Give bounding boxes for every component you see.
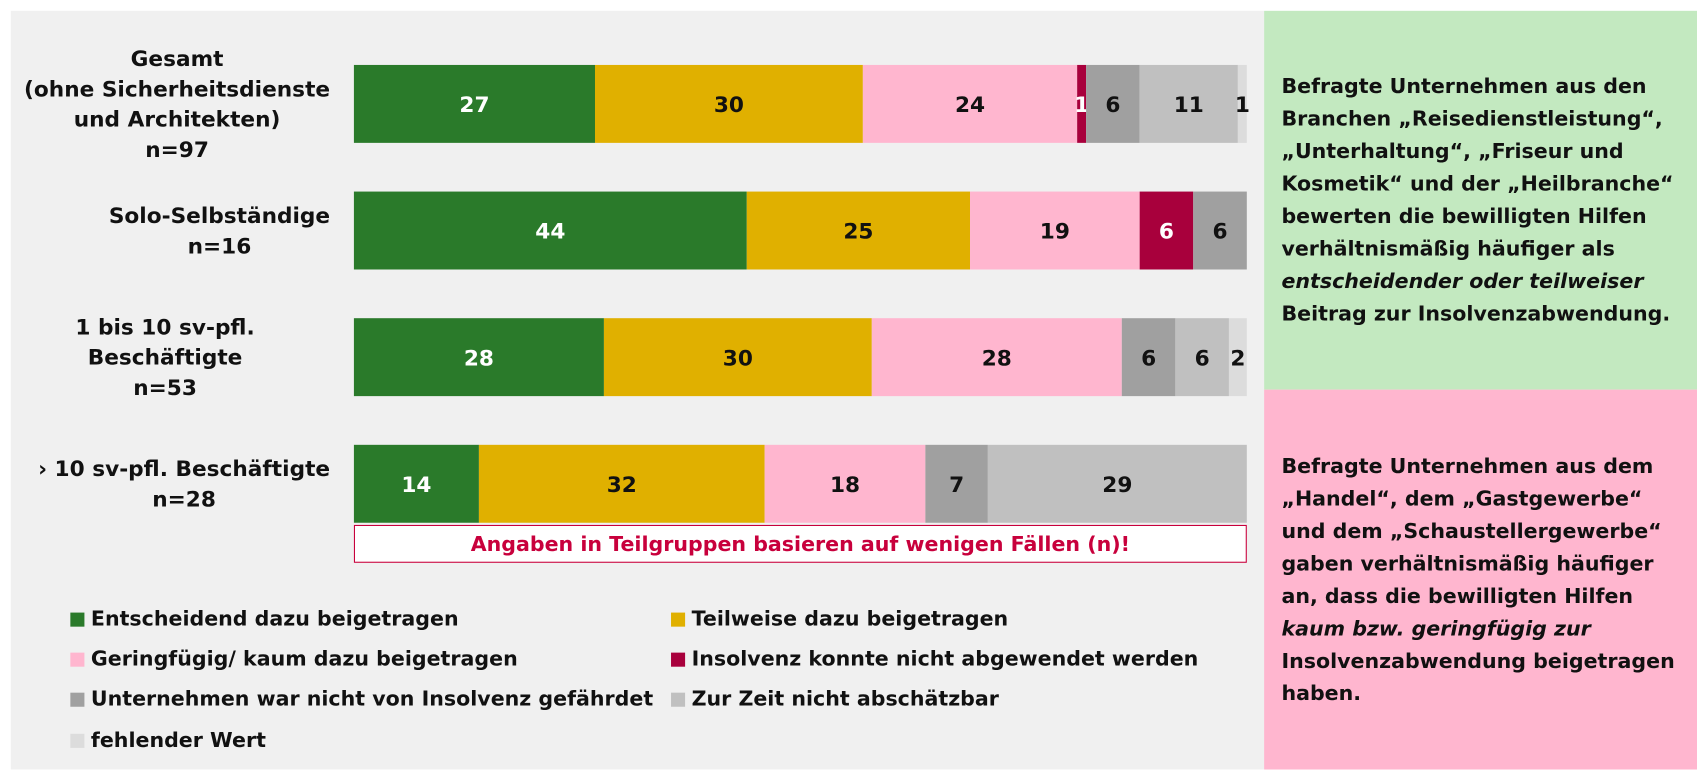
bar-segment	[478, 444, 765, 523]
legend-item: Teilweise dazu beigetragen	[671, 604, 1008, 634]
legend-label: Entscheidend dazu beigetragen	[90, 607, 459, 631]
value-label: 27	[459, 93, 489, 118]
bar-segment	[1077, 64, 1087, 143]
bar-segment	[1139, 64, 1238, 143]
legend-swatch	[671, 692, 686, 707]
bar-segment	[925, 444, 988, 523]
value-label: 1	[1235, 93, 1250, 118]
value-label: 6	[1159, 220, 1174, 245]
bar-segment	[603, 318, 872, 397]
legend-label: Zur Zeit nicht abschätzbar	[691, 687, 999, 712]
bar-segment	[1139, 191, 1194, 270]
bar-segment	[353, 318, 604, 397]
bar-segment	[987, 444, 1247, 523]
legend-label: Insolvenz konnte nicht abgewendet werden	[691, 647, 1199, 672]
panel-text: Beitrag zur Insolvenzabwendung.	[1281, 301, 1671, 326]
value-label: 11	[1174, 93, 1204, 118]
legend-item: fehlender Wert	[70, 725, 266, 755]
value-label: 30	[723, 346, 753, 371]
bar-segment	[1175, 318, 1229, 397]
legend-swatch	[70, 692, 85, 707]
bar-segment	[1228, 318, 1247, 397]
legend-label: fehlender Wert	[90, 728, 266, 753]
panel-text: kaum bzw. geringfügig zur	[1281, 616, 1591, 641]
bar-segment	[594, 64, 863, 143]
info-panel: Befragte Unternehmen aus den Branchen „R…	[1264, 10, 1697, 390]
value-label: 6	[1141, 346, 1156, 371]
legend-label: Unternehmen war nicht von Insolvenz gefä…	[90, 687, 654, 712]
legend-swatch	[70, 733, 85, 748]
value-label: 30	[714, 93, 744, 118]
legend-swatch	[671, 612, 686, 627]
value-label: 6	[1195, 346, 1210, 371]
value-label: 24	[955, 93, 985, 118]
legend-swatch	[70, 612, 85, 627]
info-panel: Befragte Unternehmen aus dem „Handel“, d…	[1264, 389, 1697, 770]
bar-segment	[746, 191, 971, 270]
bar-segment	[353, 444, 479, 523]
value-label: 28	[464, 346, 494, 371]
value-label: 7	[949, 473, 964, 498]
panel-text: Befragte Unternehmen aus dem „Handel“, d…	[1281, 454, 1662, 608]
legend-item: Geringfügig/ kaum dazu beigetragen	[70, 644, 518, 674]
bar-segment	[862, 64, 1078, 143]
category-label: Solo-Selbständige n=16	[108, 202, 331, 259]
legend-item: Zur Zeit nicht abschätzbar	[671, 684, 999, 714]
legend-label: Teilweise dazu beigetragen	[691, 607, 1009, 631]
bar-segment	[353, 191, 747, 270]
legend-item: Insolvenz konnte nicht abgewendet werden	[671, 644, 1198, 674]
category-label: 1 bis 10 sv-pfl. Beschäftigte n=53	[75, 313, 255, 401]
value-label: 1	[1074, 93, 1089, 118]
bar-segment	[353, 64, 595, 143]
value-label: 44	[535, 220, 565, 245]
legend-item: Entscheidend dazu beigetragen	[70, 604, 459, 634]
value-label: 6	[1212, 220, 1227, 245]
note: Angaben in Teilgruppen basieren auf weni…	[353, 524, 1247, 563]
bar-segment	[1121, 318, 1176, 397]
panel-text: Insolvenzabwendung beigetragen haben.	[1281, 648, 1675, 706]
bar-segment	[1237, 64, 1247, 143]
value-label: 14	[401, 473, 431, 498]
bar-segment	[764, 444, 926, 523]
category-label: Gesamt (ohne Sicherheitsdienste und Arch…	[24, 45, 331, 163]
value-label: 19	[1040, 220, 1070, 245]
panel-text: Befragte Unternehmen aus den Branchen „R…	[1281, 74, 1674, 261]
value-label: 29	[1102, 473, 1132, 498]
bar-segment	[1086, 64, 1140, 143]
legend-swatch	[671, 652, 686, 667]
bar-segment	[1193, 191, 1247, 270]
bar-segment	[970, 191, 1140, 270]
value-label: 32	[607, 473, 637, 498]
category-label: › 10 sv-pfl. Beschäftigte n=28	[38, 455, 331, 512]
value-label: 25	[843, 220, 873, 245]
value-label: 6	[1105, 93, 1120, 118]
value-label: 18	[830, 473, 860, 498]
value-label: 28	[982, 346, 1012, 371]
legend-swatch	[70, 652, 85, 667]
legend-label: Geringfügig/ kaum dazu beigetragen	[90, 647, 518, 672]
panel-text: entscheidender oder teilweiser	[1281, 269, 1644, 294]
bar-segment	[871, 318, 1122, 397]
value-label: 2	[1230, 346, 1245, 371]
legend-item: Unternehmen war nicht von Insolvenz gefä…	[70, 684, 653, 714]
